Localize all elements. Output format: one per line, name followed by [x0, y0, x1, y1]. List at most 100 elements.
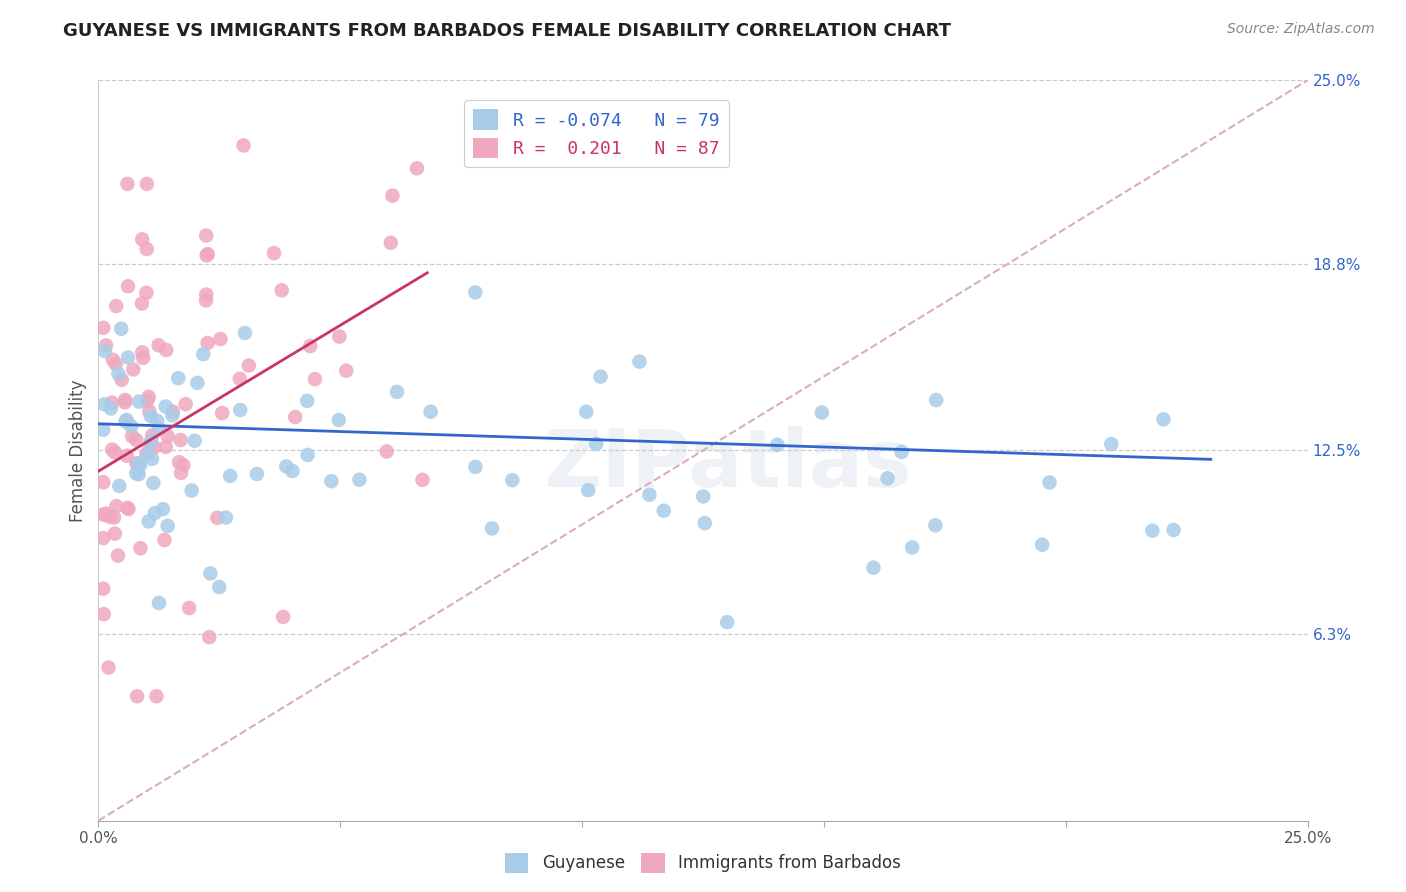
Guyanese: [117, 351, 139, 365]
Guyanese: [208, 580, 231, 594]
Immigrants from Barbados: [131, 296, 153, 310]
Guyanese: [1038, 475, 1060, 490]
Immigrants from Barbados: [229, 372, 252, 386]
Immigrants from Barbados: [335, 364, 357, 378]
Guyanese: [766, 438, 789, 452]
Immigrants from Barbados: [135, 177, 157, 191]
Immigrants from Barbados: [107, 549, 129, 563]
Immigrants from Barbados: [121, 429, 143, 443]
Immigrants from Barbados: [172, 458, 194, 473]
Immigrants from Barbados: [104, 445, 127, 459]
Guyanese: [924, 518, 946, 533]
Guyanese: [501, 473, 523, 487]
Immigrants from Barbados: [117, 279, 139, 293]
Guyanese: [638, 488, 661, 502]
Guyanese: [693, 516, 716, 530]
Guyanese: [148, 421, 170, 435]
Immigrants from Barbados: [406, 161, 429, 176]
Immigrants from Barbados: [162, 404, 184, 418]
Immigrants from Barbados: [135, 447, 157, 461]
Guyanese: [575, 405, 598, 419]
Guyanese: [652, 504, 675, 518]
Immigrants from Barbados: [232, 138, 254, 153]
Guyanese: [114, 414, 136, 428]
Immigrants from Barbados: [207, 510, 229, 524]
Guyanese: [385, 384, 408, 399]
Guyanese: [110, 322, 132, 336]
Legend: Guyanese, Immigrants from Barbados: Guyanese, Immigrants from Barbados: [498, 847, 908, 880]
Immigrants from Barbados: [93, 508, 115, 522]
Immigrants from Barbados: [132, 351, 155, 365]
Text: ZIPatlas: ZIPatlas: [543, 426, 911, 504]
Immigrants from Barbados: [131, 345, 153, 359]
Immigrants from Barbados: [263, 246, 285, 260]
Guyanese: [215, 510, 238, 524]
Guyanese: [219, 469, 242, 483]
Guyanese: [139, 409, 162, 424]
Guyanese: [229, 403, 252, 417]
Immigrants from Barbados: [91, 582, 114, 596]
Immigrants from Barbados: [105, 499, 128, 513]
Immigrants from Barbados: [167, 455, 190, 469]
Immigrants from Barbados: [91, 320, 114, 334]
Guyanese: [1031, 538, 1053, 552]
Immigrants from Barbados: [138, 390, 160, 404]
Guyanese: [91, 423, 114, 437]
Guyanese: [183, 434, 205, 448]
Immigrants from Barbados: [114, 392, 136, 407]
Immigrants from Barbados: [198, 630, 221, 644]
Immigrants from Barbados: [103, 510, 125, 524]
Guyanese: [152, 502, 174, 516]
Guyanese: [143, 506, 166, 520]
Immigrants from Barbados: [129, 541, 152, 556]
Guyanese: [93, 397, 115, 411]
Immigrants from Barbados: [174, 397, 197, 411]
Immigrants from Barbados: [139, 438, 162, 452]
Immigrants from Barbados: [125, 457, 148, 471]
Guyanese: [108, 479, 131, 493]
Guyanese: [127, 457, 149, 471]
Guyanese: [167, 371, 190, 385]
Immigrants from Barbados: [125, 433, 148, 447]
Guyanese: [138, 515, 160, 529]
Guyanese: [128, 467, 150, 482]
Guyanese: [1163, 523, 1185, 537]
Guyanese: [233, 326, 256, 340]
Immigrants from Barbados: [135, 242, 157, 256]
Immigrants from Barbados: [127, 690, 149, 704]
Guyanese: [628, 354, 651, 368]
Guyanese: [481, 521, 503, 535]
Guyanese: [246, 467, 269, 481]
Guyanese: [125, 467, 148, 481]
Guyanese: [193, 347, 215, 361]
Immigrants from Barbados: [104, 357, 127, 371]
Legend: R = -0.074   N = 79, R =  0.201   N = 87: R = -0.074 N = 79, R = 0.201 N = 87: [464, 101, 728, 168]
Immigrants from Barbados: [270, 283, 292, 297]
Immigrants from Barbados: [115, 449, 138, 463]
Guyanese: [162, 409, 184, 423]
Immigrants from Barbados: [304, 372, 326, 386]
Guyanese: [328, 413, 350, 427]
Guyanese: [186, 376, 208, 390]
Immigrants from Barbados: [141, 428, 163, 442]
Guyanese: [100, 401, 122, 416]
Guyanese: [810, 405, 832, 419]
Immigrants from Barbados: [195, 293, 218, 308]
Guyanese: [136, 447, 159, 461]
Immigrants from Barbados: [94, 338, 117, 352]
Guyanese: [716, 615, 738, 630]
Guyanese: [925, 393, 948, 408]
Immigrants from Barbados: [170, 466, 193, 480]
Guyanese: [464, 285, 486, 300]
Guyanese: [200, 566, 222, 581]
Immigrants from Barbados: [148, 338, 170, 352]
Guyanese: [876, 471, 898, 485]
Guyanese: [276, 459, 298, 474]
Immigrants from Barbados: [138, 404, 160, 418]
Immigrants from Barbados: [111, 373, 134, 387]
Immigrants from Barbados: [131, 232, 153, 246]
Guyanese: [281, 464, 304, 478]
Immigrants from Barbados: [97, 660, 120, 674]
Immigrants from Barbados: [195, 248, 218, 262]
Immigrants from Barbados: [155, 440, 177, 454]
